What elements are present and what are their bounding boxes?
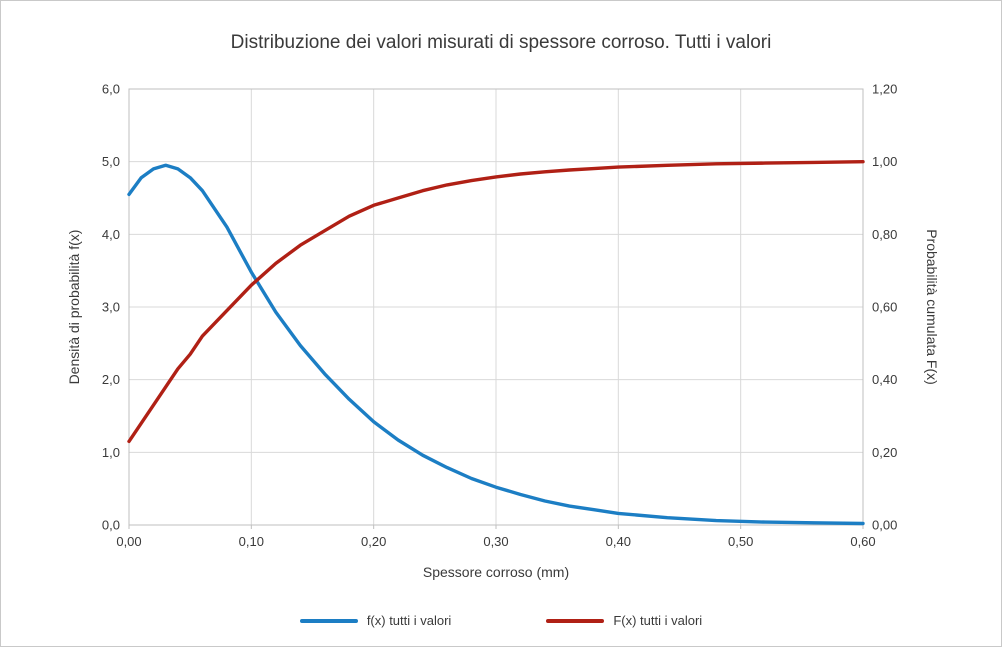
legend-line-swatch [299, 618, 358, 623]
left-axis-tick-label: 4,0 [102, 227, 120, 242]
left-axis-tick-label: 3,0 [102, 300, 120, 315]
legend-label: F(x) tutti i valori [613, 613, 703, 628]
plot-border [128, 88, 864, 526]
right-axis-tick-label: 0,40 [872, 372, 897, 387]
right-axis-tick-label: 1,00 [872, 154, 897, 169]
left-axis-tick-label: 6,0 [102, 82, 120, 97]
series-line-fx [127, 163, 865, 526]
x-axis-tick-label: 0,10 [239, 534, 264, 549]
left-axis-tick-label: 2,0 [102, 372, 120, 387]
x-axis-tick-label: 0,50 [728, 534, 753, 549]
chart-title: Distribuzione dei valori misurati di spe… [230, 32, 772, 53]
legend-item: F(x) tutti i valori [546, 613, 702, 628]
x-axis-title: Spessore corroso (mm) [422, 564, 570, 580]
series-line-Fx [127, 159, 865, 444]
left-axis-tick-label: 1,0 [102, 445, 120, 460]
x-axis-tick-label: 0,60 [850, 534, 875, 549]
right-axis-tick-label: 0,00 [872, 518, 897, 533]
right-axis-tick-label: 0,80 [872, 227, 897, 242]
right-axis-tick-label: 0,20 [872, 445, 897, 460]
x-axis-tick-label: 0,40 [606, 534, 631, 549]
left-axis-tick-label: 5,0 [102, 154, 120, 169]
x-axis-tick-label: 0,00 [116, 534, 141, 549]
legend-label: f(x) tutti i valori [366, 613, 452, 628]
x-axis-tick-label: 0,30 [483, 534, 508, 549]
right-axis-tick-label: 0,60 [872, 300, 897, 315]
legend-item: f(x) tutti i valori [299, 613, 452, 628]
right-axis-tick-label: 1,20 [872, 82, 897, 97]
left-axis-tick-label: 0,0 [102, 518, 120, 533]
legend-line-swatch [546, 618, 605, 623]
x-axis-tick-label: 0,20 [361, 534, 386, 549]
legend: f(x) tutti i valori F(x) tutti i valori [1, 613, 1001, 628]
